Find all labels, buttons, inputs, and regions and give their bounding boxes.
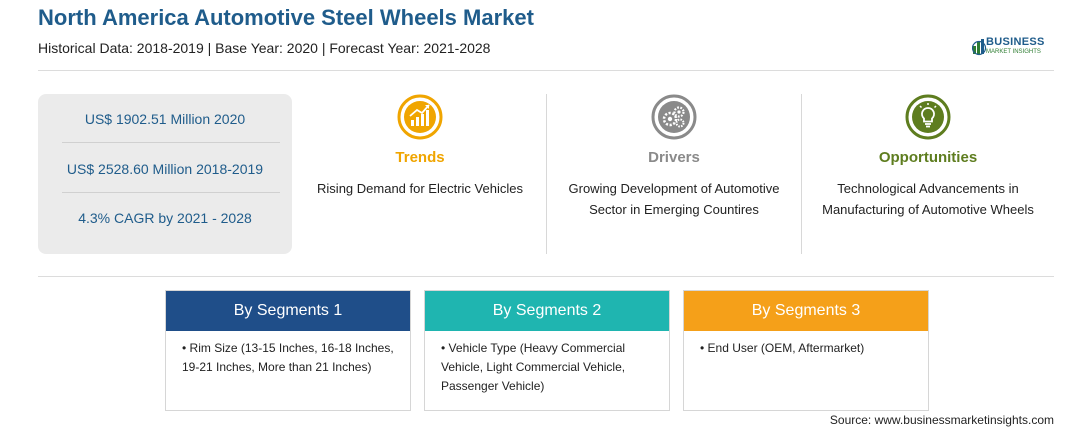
segment-card-2: By Segments 2 • Vehicle Type (Heavy Comm…: [424, 290, 670, 411]
segment-header: By Segments 1: [166, 291, 410, 331]
stat-market-value-2020: US$ 1902.51 Million 2020: [84, 111, 246, 127]
segment-card-1: By Segments 1 • Rim Size (13-15 Inches, …: [165, 290, 411, 411]
factor-trends: Trends Rising Demand for Electric Vehicl…: [300, 94, 540, 254]
factor-title: Drivers: [648, 149, 700, 166]
segment-text: End User (OEM, Aftermarket): [707, 341, 865, 355]
segment-body: • End User (OEM, Aftermarket): [684, 331, 928, 358]
segment-text: Rim Size (13-15 Inches, 16-18 Inches, 19…: [182, 341, 394, 374]
stat-divider: [62, 142, 280, 143]
factor-drivers: Drivers Growing Development of Automotiv…: [552, 94, 796, 254]
page-subtitle: Historical Data: 2018-2019 | Base Year: …: [38, 40, 491, 56]
market-stats-panel: US$ 1902.51 Million 2020 US$ 2528.60 Mil…: [38, 94, 292, 254]
bullet: •: [182, 341, 187, 355]
header-divider: [38, 70, 1054, 71]
stat-market-value-historical: US$ 2528.60 Million 2018-2019: [66, 161, 264, 177]
factor-opportunities: Opportunities Technological Advancements…: [806, 94, 1050, 254]
logo-name: BUSINESS: [986, 36, 1045, 48]
segment-text: Vehicle Type (Heavy Commercial Vehicle, …: [441, 341, 626, 393]
factor-text: Technological Advancements in Manufactur…: [822, 181, 1034, 217]
source-citation: Source: www.businessmarketinsights.com: [829, 413, 1054, 427]
page-title: North America Automotive Steel Wheels Ma…: [38, 5, 534, 30]
factor-title: Trends: [395, 149, 445, 166]
stat-divider: [62, 192, 280, 193]
segment-body: • Rim Size (13-15 Inches, 16-18 Inches, …: [166, 331, 410, 377]
factor-title: Opportunities: [878, 149, 978, 166]
bullet: •: [700, 341, 705, 355]
column-divider: [546, 94, 547, 254]
logo-tagline: MARKET INSIGHTS: [986, 49, 1041, 55]
gears-icon: [651, 94, 697, 140]
business-market-insights-logo: BUSINESS MARKET INSIGHTS: [972, 34, 1062, 62]
segment-card-3: By Segments 3 • End User (OEM, Aftermark…: [683, 290, 929, 411]
segment-body: • Vehicle Type (Heavy Commercial Vehicle…: [425, 331, 669, 396]
column-divider: [801, 94, 802, 254]
stat-cagr: 4.3% CAGR by 2021 - 2028: [78, 210, 252, 226]
trend-chart-icon: [397, 94, 443, 140]
lightbulb-icon: [905, 94, 951, 140]
section-divider: [38, 276, 1054, 277]
segment-header: By Segments 3: [684, 291, 928, 331]
segment-header: By Segments 2: [425, 291, 669, 331]
factor-text: Rising Demand for Electric Vehicles: [317, 181, 523, 196]
factor-text: Growing Development of Automotive Sector…: [568, 181, 780, 217]
logo-mark-icon: [972, 39, 987, 56]
bullet: •: [441, 341, 446, 355]
